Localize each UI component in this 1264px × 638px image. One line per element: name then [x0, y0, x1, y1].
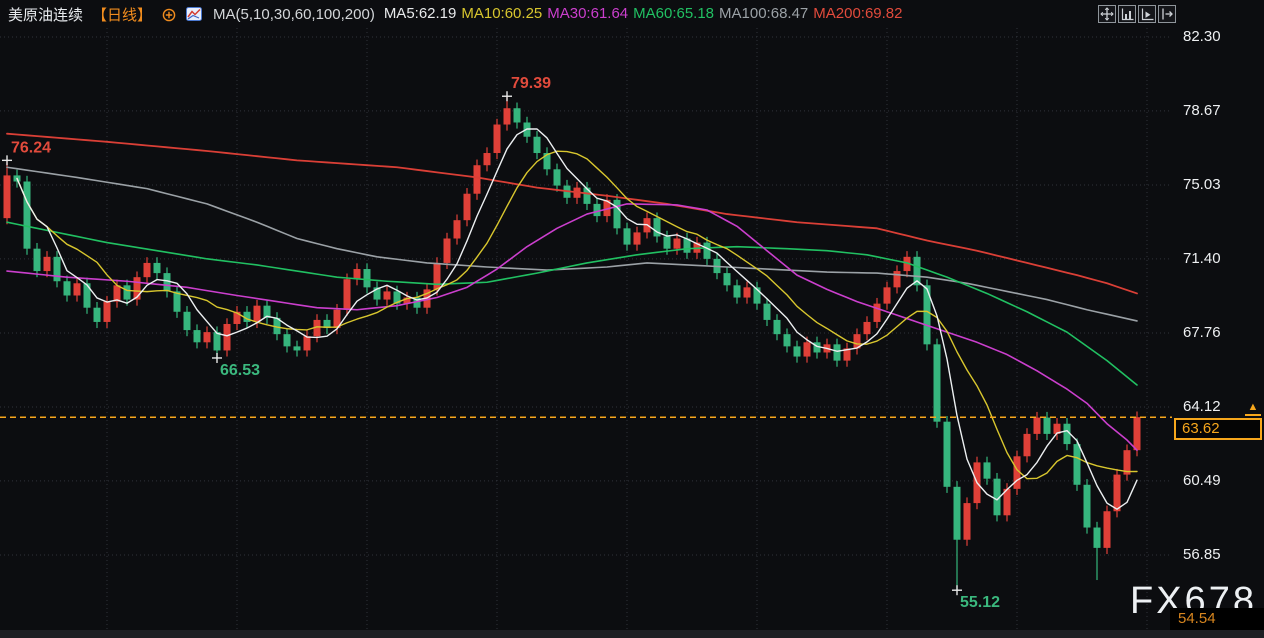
pan-to-latest-button[interactable]: [1158, 5, 1176, 23]
latest-price-arrow-icon[interactable]: ▲: [1245, 402, 1261, 416]
ma-legend-item-MA10: MA10:60.25: [461, 5, 543, 22]
price-axis-tick: 64.12: [1183, 398, 1221, 415]
ma-legend-item-MA60: MA60:65.18: [633, 5, 715, 22]
ma-legend-item-MA30: MA30:61.64: [547, 5, 629, 22]
price-axis-tick: 67.76: [1183, 324, 1221, 341]
last-price-value: 63.62: [1182, 420, 1220, 437]
price-axis-tick: 56.85: [1183, 546, 1221, 563]
price-axis-tick: 71.40: [1183, 250, 1221, 267]
bottom-axis-strip: [0, 630, 1264, 638]
ma-group-label: MA(5,10,30,60,100,200): [213, 5, 375, 23]
price-axis-tick: 82.30: [1183, 28, 1221, 45]
move-tool-button[interactable]: [1098, 5, 1116, 23]
ma-legend-item-MA200: MA200:69.82: [813, 5, 903, 22]
svg-text:55.12: 55.12: [960, 594, 1000, 611]
ma-legend-item-MA100: MA100:68.47: [719, 5, 809, 22]
symbol-title: 美原油连续: [8, 6, 84, 24]
axis-scale-button[interactable]: [1118, 5, 1136, 23]
price-axis-tick: 78.67: [1183, 102, 1221, 119]
chart-header: 美原油连续 【日线】 MA(5,10,30,60,100,200) MA5:62…: [0, 0, 1098, 28]
price-axis-tick: 60.49: [1183, 472, 1221, 489]
last-price-tag: 63.62: [1174, 418, 1262, 440]
axis-bottom-label: 54.54: [1170, 608, 1264, 630]
add-indicator-icon[interactable]: [161, 6, 177, 22]
chart-toolbar: [1098, 5, 1176, 23]
chart-type-icon[interactable]: [186, 6, 203, 22]
period-label[interactable]: 【日线】: [92, 6, 153, 24]
price-axis-tick: 75.03: [1183, 176, 1221, 193]
axis-auto-fit-button[interactable]: [1138, 5, 1156, 23]
ma-legend: MA5:62.19 MA10:60.25 MA30:61.64 MA60:65.18 M…: [384, 5, 908, 23]
svg-text:66.53: 66.53: [220, 362, 260, 379]
svg-text:76.24: 76.24: [11, 139, 51, 156]
ma-legend-item-MA5: MA5:62.19: [383, 5, 457, 22]
svg-text:79.39: 79.39: [511, 75, 551, 92]
